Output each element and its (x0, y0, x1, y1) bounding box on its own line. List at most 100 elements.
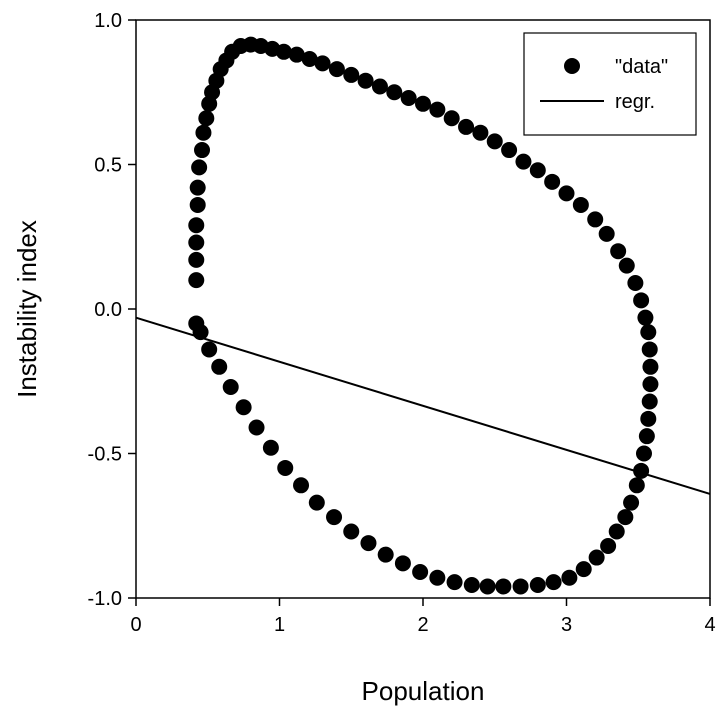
data-point (458, 118, 475, 135)
data-point (561, 569, 578, 586)
legend: "data" regr. (523, 32, 697, 136)
data-point (326, 509, 343, 526)
data-point (479, 578, 496, 595)
data-point (377, 546, 394, 563)
x-tick-label: 1 (274, 614, 285, 636)
data-point (515, 153, 532, 170)
data-point (600, 537, 617, 554)
data-point (610, 243, 627, 260)
data-point (189, 196, 206, 213)
data-point (343, 66, 360, 83)
x-tick-label: 2 (417, 614, 428, 636)
data-point (195, 124, 212, 141)
data-point (188, 234, 205, 251)
data-point (642, 376, 659, 393)
data-point (617, 509, 634, 526)
y-axis: 1.0 0.5 0.0 -0.5 -1.0 (88, 10, 136, 610)
data-point (314, 55, 331, 72)
data-point (446, 574, 463, 591)
data-point (343, 523, 360, 540)
data-point (641, 341, 658, 358)
data-point (198, 110, 215, 127)
data-point (501, 142, 518, 159)
data-point (188, 251, 205, 268)
y-tick-label: 0.0 (94, 299, 122, 321)
data-point (248, 419, 265, 436)
regression-line (135, 316, 711, 495)
data-point (640, 324, 657, 341)
data-point (628, 477, 645, 494)
data-point (641, 393, 658, 410)
legend-label-regr: regr. (615, 91, 655, 113)
data-point (308, 494, 325, 511)
data-point (222, 379, 239, 396)
data-point (638, 428, 655, 445)
data-point (429, 101, 446, 118)
data-point (608, 523, 625, 540)
data-point (623, 494, 640, 511)
data-point (642, 358, 659, 375)
y-tick-label: -1.0 (88, 588, 122, 610)
data-point (293, 477, 310, 494)
data-point (472, 124, 489, 141)
data-point (637, 309, 654, 326)
data-point (357, 72, 374, 89)
data-point (572, 196, 589, 213)
data-point (211, 358, 228, 375)
data-point (275, 43, 292, 60)
data-point (262, 439, 279, 456)
y-axis-title: Instability index (12, 220, 42, 398)
data-point (575, 561, 592, 578)
data-point (587, 211, 604, 228)
data-point (545, 574, 562, 591)
data-point (412, 563, 429, 580)
legend-label-data: "data" (615, 56, 668, 78)
data-point (277, 459, 294, 476)
data-point (618, 257, 635, 274)
data-point (640, 410, 657, 427)
data-point (191, 159, 208, 176)
y-tick-label: 0.5 (94, 155, 122, 177)
x-tick-label: 0 (130, 614, 141, 636)
data-point (301, 51, 318, 68)
legend-marker-data (564, 58, 580, 74)
data-point (529, 576, 546, 593)
data-point (544, 173, 561, 190)
data-point (371, 78, 388, 95)
data-point (443, 110, 460, 127)
data-point (486, 133, 503, 150)
data-point (633, 292, 650, 309)
data-point (386, 84, 403, 101)
data-point (400, 90, 417, 107)
y-tick-label: 1.0 (94, 10, 122, 32)
y-tick-label: -0.5 (88, 444, 122, 466)
x-axis: 0 1 2 3 4 (130, 598, 716, 636)
data-point (201, 341, 218, 358)
data-point (588, 549, 605, 566)
x-tick-label: 4 (704, 614, 715, 636)
data-point (194, 142, 211, 159)
data-point (463, 576, 480, 593)
data-point (328, 61, 345, 78)
data-point (188, 272, 205, 289)
data-point (415, 95, 431, 112)
data-point (188, 315, 205, 332)
data-point (635, 445, 652, 462)
data-point (394, 555, 411, 572)
data-point (189, 179, 206, 196)
legend-box (523, 32, 697, 136)
data-point (512, 578, 529, 595)
data-point (529, 162, 546, 179)
data-point (360, 535, 377, 552)
x-axis-title: Population (362, 676, 485, 706)
x-tick-label: 3 (561, 614, 572, 636)
data-point (188, 217, 205, 234)
series-layer (135, 36, 711, 595)
data-point (598, 225, 615, 242)
data-point (288, 46, 305, 63)
data-point (235, 399, 252, 416)
data-point (495, 578, 512, 595)
data-point (558, 185, 575, 202)
data-point (429, 569, 446, 586)
